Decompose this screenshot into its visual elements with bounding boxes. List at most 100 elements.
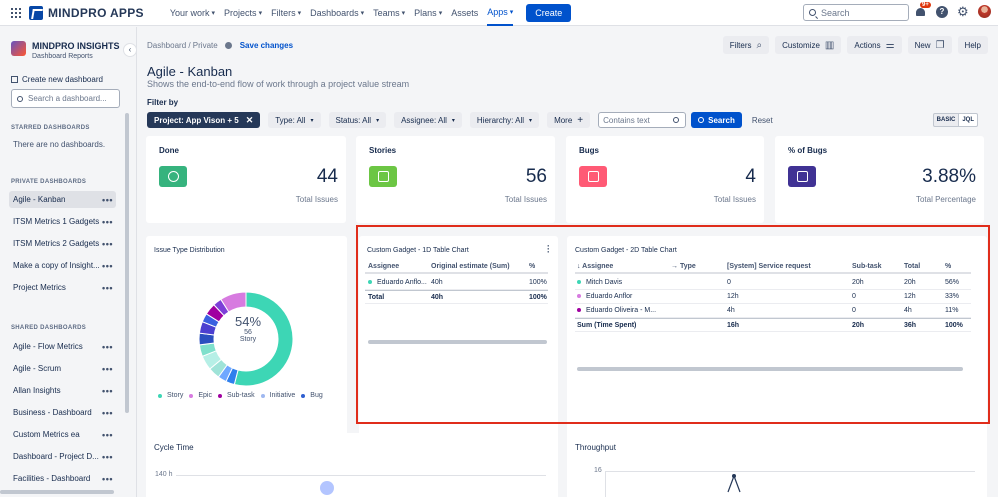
more-options-icon[interactable]: •••	[102, 341, 113, 352]
sidebar-dashboard-item[interactable]: Agile - Kanban •••	[9, 191, 116, 208]
column-header[interactable]: [System] Service request	[727, 263, 811, 270]
series-dot	[577, 280, 581, 285]
help-button[interactable]: Help	[957, 36, 988, 54]
column-header[interactable]: ↓ Assignee	[577, 263, 614, 270]
filter-bar: Project: App Vison + 5 ✕ Type: All ▾ Statu…	[147, 112, 773, 128]
filters-button[interactable]: Filters ⌕	[722, 36, 770, 54]
search-button[interactable]: Search	[691, 112, 742, 128]
actions-button[interactable]: Actions ⚌	[847, 36, 902, 54]
more-options-icon[interactable]: •••	[102, 385, 113, 396]
more-options-icon[interactable]: •••	[102, 407, 113, 418]
nav-dashboards[interactable]: Dashboards ▾	[310, 7, 365, 18]
more-options-icon[interactable]: •••	[102, 429, 113, 440]
create-new-dashboard-link[interactable]: Create new dashboard	[11, 75, 103, 84]
more-options-icon[interactable]: •••	[102, 238, 113, 249]
legend-item[interactable]: Sub-task	[217, 392, 255, 399]
sidebar-dashboard-item[interactable]: Allan Insights •••	[13, 385, 113, 396]
jql-mode-button[interactable]: JQL	[959, 113, 978, 127]
chevron-down-icon: ▾	[310, 117, 314, 124]
create-button[interactable]: Create	[526, 3, 572, 22]
story-icon	[369, 166, 397, 187]
table-scrollbar[interactable]	[368, 340, 547, 344]
collapse-sidebar-button[interactable]: ‹	[123, 43, 137, 57]
legend-item[interactable]: Initiative	[260, 392, 295, 399]
sidebar-dashboard-item[interactable]: Project Metrics •••	[13, 282, 113, 293]
help-icon[interactable]: ?	[936, 5, 948, 18]
legend-item[interactable]: Bug	[301, 392, 323, 399]
more-options-icon[interactable]: •••	[102, 363, 113, 374]
filter-chip-hierarchy[interactable]: Hierarchy: All ▾	[469, 112, 540, 128]
table-cell: 0	[727, 279, 731, 286]
more-options-icon[interactable]: •••	[102, 282, 113, 293]
more-options-icon[interactable]: •••	[102, 451, 113, 462]
legend-item[interactable]: Epic	[189, 392, 212, 399]
table-cell[interactable]: Mitch Davis	[577, 279, 622, 286]
basic-mode-button[interactable]: BASIC	[932, 113, 960, 127]
column-header[interactable]: → Type	[671, 263, 696, 270]
sidebar-scrollbar[interactable]	[125, 113, 129, 413]
sidebar-dashboard-item[interactable]: Custom Metrics ea •••	[13, 429, 113, 440]
more-options-icon[interactable]: •••	[102, 473, 113, 484]
avatar[interactable]	[978, 5, 991, 18]
dashboard-search-input[interactable]: Search a dashboard...	[11, 89, 120, 108]
table-scrollbar[interactable]	[577, 367, 963, 371]
customize-button[interactable]: Customize ▥	[775, 36, 842, 54]
sidebar-dashboard-item[interactable]: Make a copy of Insight... •••	[13, 260, 113, 271]
column-header[interactable]: %	[529, 263, 536, 270]
logo-icon	[29, 5, 43, 20]
sidebar-dashboard-item[interactable]: ITSM Metrics 2 Gadgets •••	[13, 238, 113, 249]
logo[interactable]: MINDPRO APPS	[29, 5, 144, 20]
filter-by-label: Filter by	[147, 98, 179, 107]
column-header[interactable]: Assignee	[368, 263, 400, 270]
table-cell: 12h	[727, 293, 739, 300]
table-cell: 4h	[727, 307, 735, 314]
app-switcher-icon[interactable]	[11, 7, 21, 18]
table-cell[interactable]: Eduardo Oliveira - M...	[577, 307, 656, 314]
data-point[interactable]	[320, 481, 334, 495]
column-header[interactable]: Original estimate (Sum)	[431, 263, 510, 270]
nav-plans[interactable]: Plans ▾	[414, 7, 443, 18]
column-header[interactable]: Total	[904, 263, 921, 270]
contains-text-input[interactable]: Contains text	[598, 112, 687, 128]
nav-projects[interactable]: Projects ▾	[224, 7, 263, 18]
new-button[interactable]: New ❐	[907, 36, 952, 54]
filter-chip-status[interactable]: Status: All ▾	[328, 112, 387, 128]
starred-section-label: STARRED DASHBOARDS	[11, 125, 90, 131]
info-icon[interactable]	[224, 42, 232, 49]
nav-apps[interactable]: Apps ▾	[487, 0, 514, 26]
gear-icon[interactable]: ⚙	[957, 3, 969, 19]
global-search-input[interactable]: Search	[803, 4, 909, 21]
legend-item[interactable]: Story	[158, 392, 183, 399]
issue-type-distribution-gadget: Issue Type Distribution 54% 56 Story Sto…	[146, 236, 347, 441]
donut-slice-epic[interactable]	[220, 291, 247, 313]
column-header[interactable]: %	[945, 263, 952, 270]
more-options-icon[interactable]: · · ·	[547, 241, 550, 257]
sidebar-dashboard-item[interactable]: ITSM Metrics 1 Gadgets •••	[13, 216, 113, 227]
gridline	[176, 475, 546, 476]
sidebar-dashboard-item[interactable]: Business - Dashboard •••	[13, 407, 113, 418]
sidebar-dashboard-item[interactable]: Agile - Flow Metrics •••	[13, 341, 113, 352]
notifications-icon[interactable]: 9+	[915, 1, 931, 18]
save-changes-link[interactable]: Save changes	[239, 41, 294, 50]
main-nav: Your work ▾ Projects ▾ Filters ▾ Dashboards ▾ Te…	[169, 0, 572, 26]
table-cell[interactable]: Eduardo Anflor	[577, 293, 632, 300]
table-cell[interactable]: Eduardo Anflo...	[368, 279, 427, 286]
nav-assets[interactable]: Assets	[451, 7, 479, 18]
more-options-icon[interactable]: •••	[102, 216, 113, 227]
nav-filters[interactable]: Filters ▾	[271, 7, 302, 18]
nav-teams[interactable]: Teams ▾	[373, 7, 406, 18]
sidebar-dashboard-item[interactable]: Agile - Scrum •••	[13, 363, 113, 374]
close-icon[interactable]: ✕	[245, 114, 254, 125]
more-options-icon[interactable]: •••	[102, 260, 113, 271]
sidebar-dashboard-item[interactable]: Facilities - Dashboard •••	[13, 473, 113, 484]
filter-chip-assignee[interactable]: Assignee: All ▾	[394, 112, 462, 128]
project-filter-chip[interactable]: Project: App Vison + 5 ✕	[147, 112, 261, 128]
sidebar-dashboard-item[interactable]: Dashboard - Project D... •••	[13, 451, 113, 462]
more-filters-button[interactable]: More +	[547, 112, 591, 128]
reset-button[interactable]: Reset	[751, 115, 773, 125]
horizontal-scrollbar[interactable]	[0, 490, 114, 494]
column-header[interactable]: Sub-task	[852, 263, 882, 270]
more-options-icon[interactable]: •••	[102, 194, 113, 205]
nav-your-work[interactable]: Your work ▾	[169, 7, 216, 18]
filter-chip-type[interactable]: Type: All ▾	[268, 112, 321, 128]
